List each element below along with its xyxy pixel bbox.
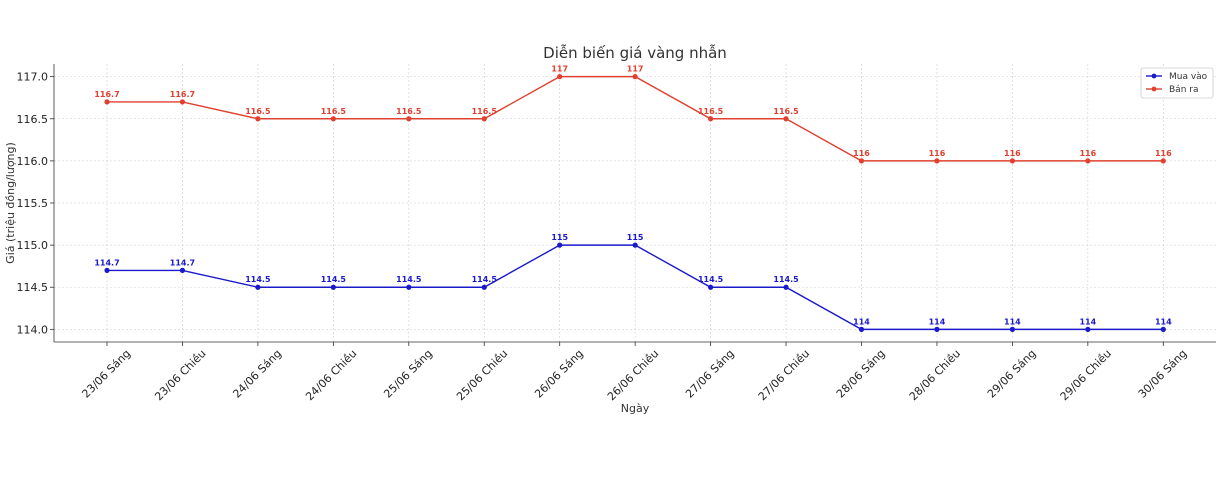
x-tick-label: 28/06 Chiều [907,347,963,403]
data-point [104,267,110,273]
x-tick-label: 29/06 Sáng [985,347,1039,401]
data-label: 114 [929,317,946,326]
data-point [1085,326,1091,332]
data-point [1160,326,1166,332]
y-tick-label: 114.5 [17,281,49,294]
data-label: 116 [1079,149,1096,158]
data-label: 114.5 [245,275,271,284]
data-label: 116.5 [698,107,724,116]
data-point [632,242,638,248]
data-label: 116.5 [245,107,271,116]
data-point [255,116,261,122]
data-point [708,284,714,290]
data-point [481,284,487,290]
data-label: 114.5 [321,275,347,284]
data-point [406,284,412,290]
y-tick-label: 116.0 [17,155,49,168]
data-point [557,74,563,80]
data-label: 114 [853,317,870,326]
x-tick-label: 23/06 Sáng [79,347,133,401]
data-label: 116 [929,149,946,158]
data-point [934,158,940,164]
data-label: 114.5 [773,275,799,284]
data-label: 114 [1004,317,1021,326]
data-label: 116 [853,149,870,158]
grid [54,64,1216,342]
y-tick-label: 115.5 [17,197,49,210]
y-tick-label: 116.5 [17,113,49,126]
legend-item: Bán ra [1146,85,1198,95]
data-label: 116.7 [170,90,195,99]
legend-swatch-marker [1151,86,1157,92]
series-group: 114.7 114.7 114.5 114.5 114.5 114.5 115 115 114.… [94,65,1172,332]
legend-item: Mua vào [1146,72,1208,82]
data-label: 114 [1079,317,1096,326]
data-label: 114.5 [472,275,498,284]
data-label: 114.7 [94,258,119,267]
data-point [179,99,186,105]
x-tick-label: 27/06 Sáng [683,347,737,401]
x-tick-label: 26/06 Sáng [532,347,586,401]
data-point [557,242,563,248]
x-tick-label: 24/06 Chiều [303,347,359,403]
series-mua-vao: 114.7 114.7 114.5 114.5 114.5 114.5 115 115 114.… [94,233,1172,332]
data-label: 114.5 [698,275,724,284]
legend-swatch-marker [1151,73,1157,79]
y-tick-label: 115.0 [17,239,49,252]
x-axis-label: Ngày [621,402,650,415]
x-tick-label: 26/06 Chiều [605,347,661,403]
data-point [632,74,638,80]
x-tick-label: 28/06 Sáng [834,347,888,401]
data-point [1160,158,1166,164]
legend-label: Mua vào [1169,72,1208,82]
data-point [255,284,261,290]
data-label: 116.5 [396,107,422,116]
x-tick-label: 30/06 Sáng [1136,347,1190,401]
data-label: 114.5 [396,275,422,284]
y-tick-label: 117.0 [17,71,49,84]
data-label: 116.5 [472,107,498,116]
data-point [1009,158,1016,164]
x-tick-label: 23/06 Chiều [152,347,208,403]
axes: 114.0 114.5 115.0 115.5 116.0 116.5 117.0 23/06… [17,64,1216,403]
x-tick-label: 25/06 Chiều [454,347,510,403]
data-point [858,326,865,332]
data-label: 117 [551,65,568,74]
x-tick-label: 29/06 Chiều [1058,347,1114,403]
data-point [783,284,789,290]
data-label: 114 [1155,317,1172,326]
data-label: 116 [1004,149,1021,158]
data-point [1009,326,1016,332]
data-point [783,116,789,122]
data-label: 117 [627,65,644,74]
x-tick-label: 25/06 Sáng [381,347,435,401]
data-point [858,158,865,164]
legend: Mua vào Bán ra [1140,67,1214,99]
data-label: 116.5 [321,107,347,116]
x-tick-label: 27/06 Chiều [756,347,812,403]
x-tick-label: 24/06 Sáng [230,347,284,401]
y-tick-label: 114.0 [17,323,49,336]
data-label: 115 [551,233,568,242]
data-label: 114.7 [170,258,195,267]
data-label: 116.7 [94,90,119,99]
data-point [406,116,412,122]
data-label: 115 [627,233,644,242]
chart-title: Diễn biến giá vàng nhẫn [543,44,727,62]
data-label: 116 [1155,149,1172,158]
y-axis-label: Giá (triệu đồng/lượng) [4,142,17,264]
data-point [179,267,186,273]
data-point [708,116,714,122]
series-ban-ra: 116.7 116.7 116.5 116.5 116.5 116.5 117 117 116.… [94,65,1172,164]
data-point [330,284,336,290]
data-point [1085,158,1091,164]
data-label: 116.5 [773,107,799,116]
legend-label: Bán ra [1169,85,1198,95]
data-point [934,326,940,332]
data-point [481,116,487,122]
data-point [330,116,336,122]
data-point [104,99,110,105]
